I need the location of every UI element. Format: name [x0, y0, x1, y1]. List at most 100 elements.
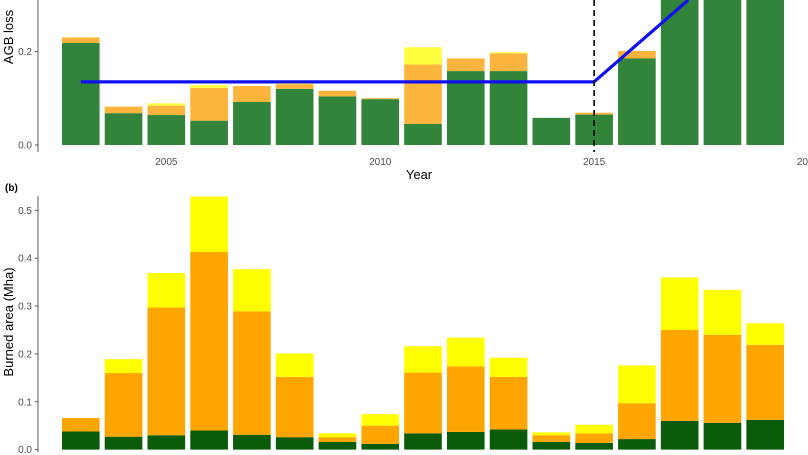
bar-b-2006-s2	[190, 196, 228, 252]
bar-b-2013-s1	[489, 376, 528, 430]
bar-b-2005-s2	[147, 273, 186, 308]
bar-b-2011-s0	[404, 433, 442, 450]
bar-a-2005-s1	[147, 105, 186, 116]
bar-a-2011-s0	[404, 123, 442, 145]
bar-b-2009-s1	[318, 437, 357, 442]
bar-a-2013-s2	[489, 52, 528, 54]
bar-a-2003-s1	[61, 37, 100, 44]
bar-a-2006-s1	[190, 87, 228, 121]
bar-a-2008-s0	[275, 88, 314, 145]
bar-a-2016-s0	[618, 58, 656, 145]
panel-b-bars	[61, 196, 785, 450]
y-tick-label: 0.4	[18, 254, 32, 265]
bar-b-2019-s0	[746, 419, 785, 450]
bar-b-2017-s0	[660, 420, 699, 450]
bar-b-2007-s2	[233, 269, 271, 312]
bar-b-2015-s2	[575, 424, 613, 434]
bar-a-2008-s1	[275, 84, 314, 89]
x-tick-label: 2010	[369, 157, 392, 168]
bar-a-2010-s1	[361, 98, 400, 100]
x-tick-label: 2005	[155, 157, 178, 168]
bar-b-2003-s1	[61, 418, 100, 432]
bar-b-2005-s0	[147, 435, 186, 450]
bar-b-2008-s0	[275, 437, 314, 450]
y-tick-label: 0.0	[18, 140, 32, 151]
bar-b-2006-s0	[190, 430, 228, 450]
bar-a-2003-s0	[61, 43, 100, 145]
agb-trend-line	[80, 0, 690, 84]
y-tick-label: 0.2	[18, 349, 32, 360]
bar-b-2015-s1	[575, 433, 613, 443]
y-tick-label: 0.0	[18, 445, 32, 455]
bar-b-2011-s1	[404, 372, 442, 434]
bar-a-2016-s1	[618, 50, 656, 59]
panel-a-y-ticks: 0.0 0.2	[18, 47, 38, 151]
bar-b-2005-s1	[147, 307, 186, 436]
bar-b-2010-s1	[361, 425, 400, 444]
panel-a-y-axis-title: AGB loss	[1, 9, 16, 64]
panel-a-bars	[61, 0, 785, 145]
bar-b-2017-s1	[660, 329, 699, 421]
bar-a-2019-s0	[746, 0, 785, 145]
bar-a-2017-s0	[660, 0, 699, 145]
bar-a-2009-s1	[318, 90, 357, 97]
panel-b: (b) 0.0 0.1 0.2 0.3 0.4 0.5 Burned area (Mha)	[1, 183, 785, 455]
bar-b-2012-s0	[446, 431, 485, 450]
bar-a-2004-s0	[104, 113, 143, 145]
bar-b-2009-s0	[318, 441, 357, 450]
bar-b-2016-s2	[618, 365, 656, 404]
bar-a-2010-s0	[361, 99, 400, 145]
bar-b-2014-s2	[532, 432, 571, 436]
bar-b-2003-s0	[61, 431, 100, 450]
bar-b-2004-s2	[104, 359, 143, 374]
bar-b-2006-s1	[190, 251, 228, 431]
bar-a-2007-s1	[233, 86, 271, 102]
bar-b-2013-s2	[489, 357, 528, 377]
y-tick-label: 0.1	[18, 397, 32, 408]
bar-a-2004-s1	[104, 106, 143, 114]
bar-b-2004-s1	[104, 373, 143, 437]
bar-b-2007-s1	[233, 311, 271, 435]
bar-b-2014-s1	[532, 435, 571, 442]
bar-a-2009-s0	[318, 96, 357, 145]
bar-b-2016-s1	[618, 403, 656, 440]
panel-a: 0.0 0.2 2005 2010 2015 2020 Year AGB loss	[1, 0, 808, 182]
bar-b-2007-s0	[233, 434, 271, 450]
panel-b-y-ticks: 0.0 0.1 0.2 0.3 0.4 0.5	[18, 206, 38, 455]
bar-b-2019-s2	[746, 323, 785, 345]
bar-b-2012-s1	[446, 366, 485, 432]
panel-a-x-ticks: 2005 2010 2015 2020	[155, 157, 808, 168]
bar-b-2009-s2	[318, 433, 357, 438]
bar-b-2019-s1	[746, 344, 785, 420]
bar-b-2018-s1	[703, 334, 742, 423]
y-tick-label: 0.3	[18, 302, 32, 313]
bar-a-2011-s1	[404, 64, 442, 124]
bar-b-2011-s2	[404, 346, 442, 373]
bar-b-2014-s0	[532, 441, 571, 450]
bar-b-2004-s0	[104, 436, 143, 450]
bar-a-2011-s2	[404, 47, 442, 65]
bar-b-2013-s0	[489, 429, 528, 450]
x-tick-label: 2015	[583, 157, 606, 168]
bar-a-2005-s0	[147, 115, 186, 145]
bar-a-2012-s1	[446, 58, 485, 72]
bar-b-2017-s2	[660, 277, 699, 330]
bar-b-2018-s2	[703, 289, 742, 335]
x-tick-label: 2020	[797, 157, 808, 168]
bar-b-2015-s0	[575, 442, 613, 450]
bar-a-2015-s0	[575, 114, 613, 145]
bar-b-2010-s0	[361, 443, 400, 450]
bar-b-2012-s2	[446, 337, 485, 367]
bar-a-2006-s2	[190, 85, 228, 88]
bar-a-2018-s0	[703, 0, 742, 145]
y-tick-label: 0.5	[18, 206, 32, 217]
y-tick-label: 0.2	[18, 47, 32, 58]
bar-a-2006-s0	[190, 120, 228, 145]
bar-a-2014-s0	[532, 117, 571, 145]
bar-b-2008-s2	[275, 353, 314, 377]
bar-b-2016-s0	[618, 439, 656, 450]
bar-a-2007-s0	[233, 101, 271, 145]
bar-b-2018-s0	[703, 422, 742, 450]
panel-b-y-axis-title: Burned area (Mha)	[1, 267, 16, 376]
